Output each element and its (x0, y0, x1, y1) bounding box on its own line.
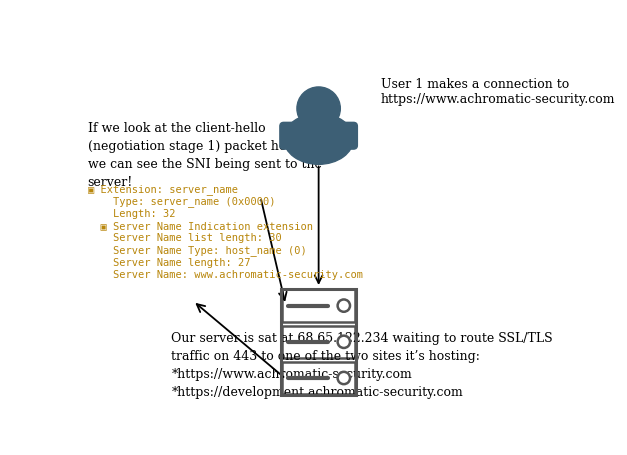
Text: Server Name: www.achromatic-security.com: Server Name: www.achromatic-security.com (88, 270, 362, 280)
FancyBboxPatch shape (282, 289, 356, 322)
Circle shape (337, 336, 350, 348)
Text: Server Name length: 27: Server Name length: 27 (88, 258, 250, 268)
Ellipse shape (284, 113, 354, 164)
Circle shape (337, 372, 350, 384)
Text: If we look at the client-hello
(negotiation stage 1) packet header
we can see th: If we look at the client-hello (negotiat… (88, 122, 322, 189)
Text: User 1 makes a connection to
https://www.achromatic-security.com: User 1 makes a connection to https://www… (381, 78, 615, 106)
Text: ▣ Extension: server_name: ▣ Extension: server_name (88, 184, 238, 195)
FancyBboxPatch shape (282, 326, 356, 358)
Text: ▣ Server Name Indication extension: ▣ Server Name Indication extension (88, 221, 313, 231)
FancyBboxPatch shape (280, 122, 357, 149)
Text: Length: 32: Length: 32 (88, 208, 175, 218)
Circle shape (337, 299, 350, 312)
FancyBboxPatch shape (282, 362, 356, 394)
Text: Our server is sat at 68.65.122.234 waiting to route SSL/TLS
traffic on 443 to on: Our server is sat at 68.65.122.234 waiti… (171, 332, 553, 399)
Text: Server Name Type: host_name (0): Server Name Type: host_name (0) (88, 246, 307, 257)
Text: Type: server_name (0x0000): Type: server_name (0x0000) (88, 196, 275, 207)
Text: Server Name list length: 30: Server Name list length: 30 (88, 233, 282, 243)
Circle shape (297, 87, 340, 130)
